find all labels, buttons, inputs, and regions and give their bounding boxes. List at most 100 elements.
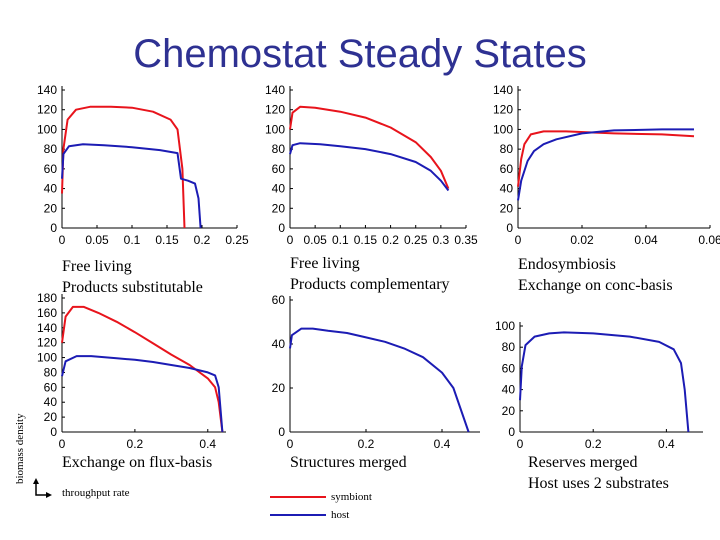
x-tick-label: 0.04 [634,233,658,247]
y-tick-label: 60 [500,162,514,176]
y-tick-label: 40 [272,337,286,351]
series-line-symbiont [61,305,224,433]
caption-panel-2: Free living Products complementary [290,253,450,295]
y-tick-label: 80 [44,365,58,379]
caption-panel-4: Exchange on flux-basis [62,452,212,473]
y-tick-label: 100 [493,122,513,136]
y-tick-label: 40 [272,182,286,196]
y-tick-label: 20 [44,410,58,424]
y-tick-label: 0 [278,425,285,439]
x-tick-label: 0.25 [404,233,428,247]
x-tick-label: 0.05 [303,233,327,247]
x-tick-label: 0 [59,233,66,247]
y-tick-label: 80 [272,142,286,156]
y-tick-label: 80 [502,340,516,354]
caption-panel-5: Structures merged [290,452,407,473]
y-tick-label: 60 [272,162,286,176]
x-tick-label: 0.1 [124,233,141,247]
caption-panel-6: Reserves merged Host uses 2 substrates [528,452,669,494]
y-tick-label: 100 [265,122,285,136]
y-tick-label: 0 [50,425,57,439]
y-tick-label: 60 [272,293,286,307]
y-tick-label: 20 [502,404,516,418]
caption-line: Endosymbiosis [518,256,616,273]
series-line-host [61,355,224,433]
series-line-host [61,143,202,229]
caption-line: Products complementary [290,276,450,293]
y-tick-label: 120 [493,103,513,117]
series-line-host [289,327,470,433]
x-tick-label: 0.06 [698,233,720,247]
caption-panel-1: Free living Products substitutable [62,256,203,298]
y-tick-label: 20 [44,201,58,215]
caption-panel-3: Endosymbiosis Exchange on conc-basis [518,254,673,296]
caption-line: Free living [62,258,132,275]
caption-line: Structures merged [290,454,407,471]
x-tick-label: 0.2 [585,437,602,451]
x-axis-label: throughput rate [62,487,130,499]
y-tick-label: 140 [265,83,285,97]
series-line-symbiont [517,130,695,187]
caption-line: Exchange on flux-basis [62,454,213,471]
x-tick-label: 0 [59,437,66,451]
y-axis-label: biomass density [14,413,26,484]
y-tick-label: 120 [37,103,57,117]
x-tick-label: 0.2 [358,437,375,451]
legend-host-label: host [331,509,350,521]
caption-line: Free living [290,255,360,272]
y-tick-label: 60 [44,380,58,394]
y-tick-label: 80 [500,142,514,156]
x-tick-label: 0.4 [658,437,675,451]
y-tick-label: 40 [44,395,58,409]
y-tick-label: 80 [44,142,58,156]
x-tick-label: 0 [517,437,524,451]
legend-symbiont-label: symbiont [331,491,372,503]
y-tick-label: 0 [506,221,513,235]
y-tick-label: 0 [278,221,285,235]
caption-line: Reserves merged [528,454,638,471]
y-tick-label: 160 [37,306,57,320]
x-tick-label: 0.3 [433,233,450,247]
x-tick-label: 0.2 [382,233,399,247]
y-tick-label: 20 [272,381,286,395]
y-tick-label: 180 [37,291,57,305]
caption-line: Host uses 2 substrates [528,475,669,492]
x-tick-label: 0.4 [199,437,216,451]
y-tick-label: 40 [502,383,516,397]
y-tick-label: 120 [37,336,57,350]
y-tick-label: 40 [44,182,58,196]
x-tick-label: 0.2 [194,233,211,247]
y-tick-label: 140 [493,83,513,97]
y-tick-label: 20 [500,201,514,215]
x-tick-label: 0.15 [155,233,179,247]
series-line-host [517,128,694,201]
right-arrowhead-icon [46,492,52,498]
x-tick-label: 0.1 [332,233,349,247]
x-tick-label: 0.2 [127,437,144,451]
y-tick-label: 60 [502,361,516,375]
y-tick-label: 100 [495,319,515,333]
y-tick-label: 120 [265,103,285,117]
y-tick-label: 40 [500,182,514,196]
x-tick-label: 0 [287,233,294,247]
y-tick-label: 140 [37,321,57,335]
y-tick-label: 0 [508,425,515,439]
caption-line: Products substitutable [62,279,203,296]
x-tick-label: 0.05 [85,233,109,247]
x-tick-label: 0.35 [454,233,478,247]
x-tick-label: 0.15 [354,233,378,247]
up-arrowhead-icon [33,478,39,484]
y-tick-label: 140 [37,83,57,97]
series-line-symbiont [61,105,186,229]
y-tick-label: 60 [44,162,58,176]
caption-line: Exchange on conc-basis [518,277,673,294]
x-tick-label: 0.25 [225,233,249,247]
y-tick-label: 100 [37,122,57,136]
series-line-host [519,331,690,433]
axis-corner-arrow-icon [35,480,50,496]
y-tick-label: 20 [272,201,286,215]
x-tick-label: 0.4 [434,437,451,451]
y-tick-label: 100 [37,351,57,365]
x-tick-label: 0.02 [570,233,594,247]
